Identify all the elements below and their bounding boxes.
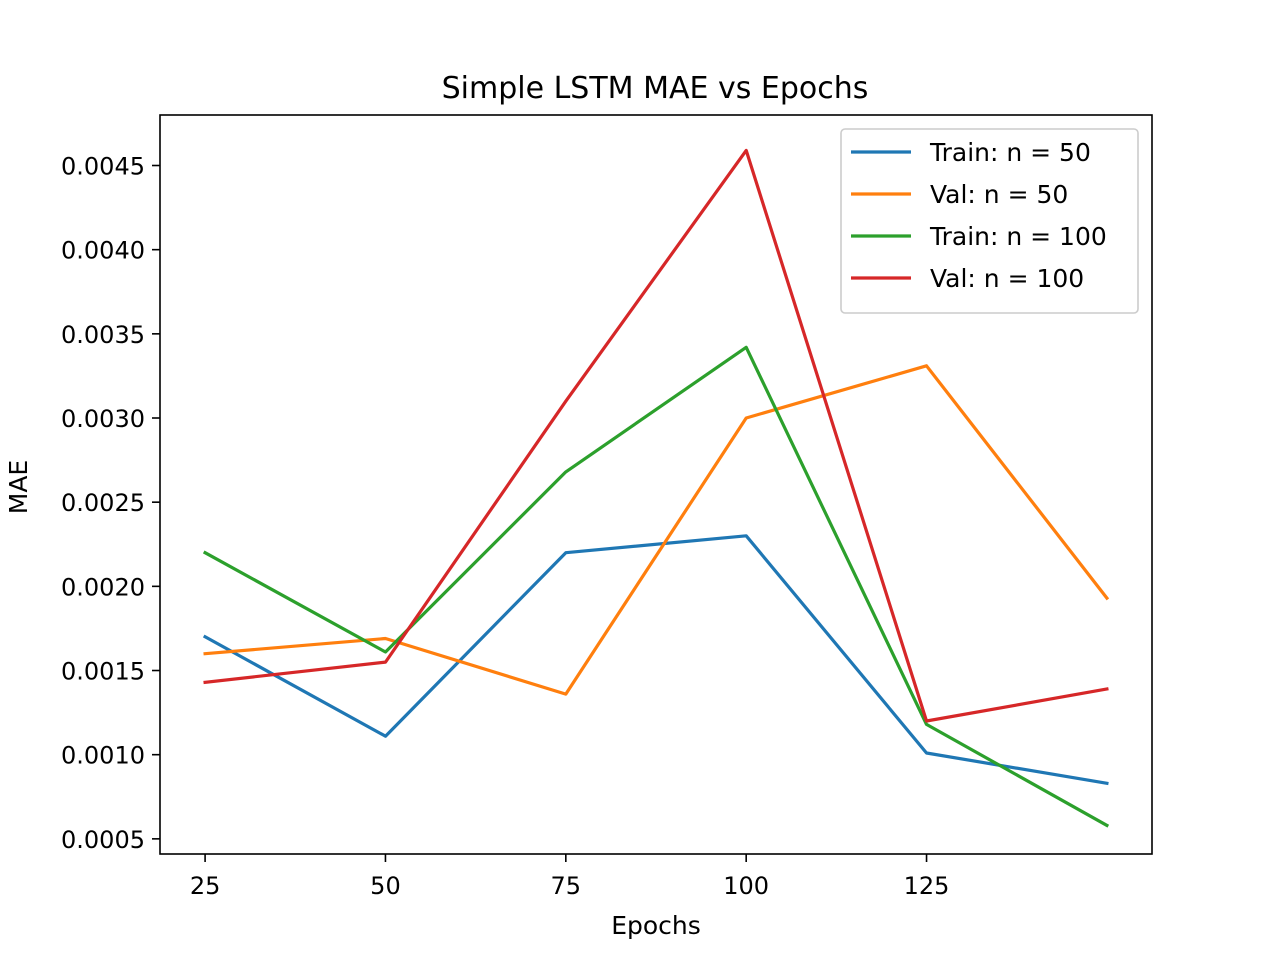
x-tick-label: 75 (551, 872, 582, 900)
y-axis-label: MAE (4, 460, 33, 514)
x-tick-label: 125 (904, 872, 950, 900)
series-layer (202, 148, 1110, 828)
legend-label-2: Val: n = 50 (930, 180, 1068, 209)
legend-label-4: Val: n = 100 (930, 264, 1084, 293)
plot-frame (159, 114, 1153, 855)
legend-box (840, 128, 1139, 314)
chart-title: Simple LSTM MAE vs Epochs (442, 71, 869, 106)
x-tick-label: 25 (190, 872, 221, 900)
x-tick-label: 100 (723, 872, 769, 900)
y-tick-label: 0.0025 (61, 489, 145, 517)
y-tick-label: 0.0035 (61, 321, 145, 349)
y-tick-label: 0.0040 (61, 237, 145, 265)
legend-label-1: Train: n = 50 (929, 138, 1091, 167)
legend: Train: n = 50 Val: n = 50 Train: n = 100 Va… (840, 128, 1139, 314)
series-line-1 (202, 534, 1109, 786)
y-tick-label: 0.0030 (61, 405, 145, 433)
legend-label-3: Train: n = 100 (929, 222, 1107, 251)
y-axis-ticks: 0.0005 0.0010 0.0015 0.0020 0.0025 0.0030 0.00… (61, 153, 160, 854)
x-tick-label: 50 (370, 872, 401, 900)
x-axis-label: Epochs (611, 911, 701, 940)
y-tick-label: 0.0015 (61, 658, 145, 686)
series-line-2 (203, 364, 1110, 696)
series-line-4 (203, 148, 1109, 723)
y-tick-label: 0.0020 (61, 573, 145, 601)
y-tick-label: 0.0045 (61, 153, 145, 181)
y-tick-label: 0.0010 (61, 742, 145, 770)
series-line-3 (202, 345, 1110, 828)
y-tick-label: 0.0005 (61, 826, 145, 854)
x-axis-ticks: 25 50 75 100 125 (190, 854, 950, 900)
